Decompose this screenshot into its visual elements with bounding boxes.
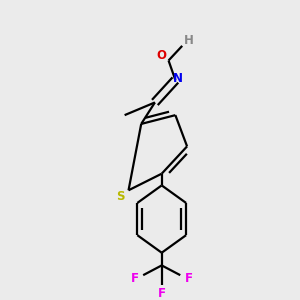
Text: N: N — [173, 72, 183, 85]
Text: F: F — [158, 287, 166, 300]
Text: F: F — [185, 272, 193, 285]
Text: O: O — [157, 49, 167, 62]
Text: F: F — [130, 272, 138, 285]
Text: H: H — [184, 34, 194, 47]
Text: S: S — [116, 190, 125, 202]
